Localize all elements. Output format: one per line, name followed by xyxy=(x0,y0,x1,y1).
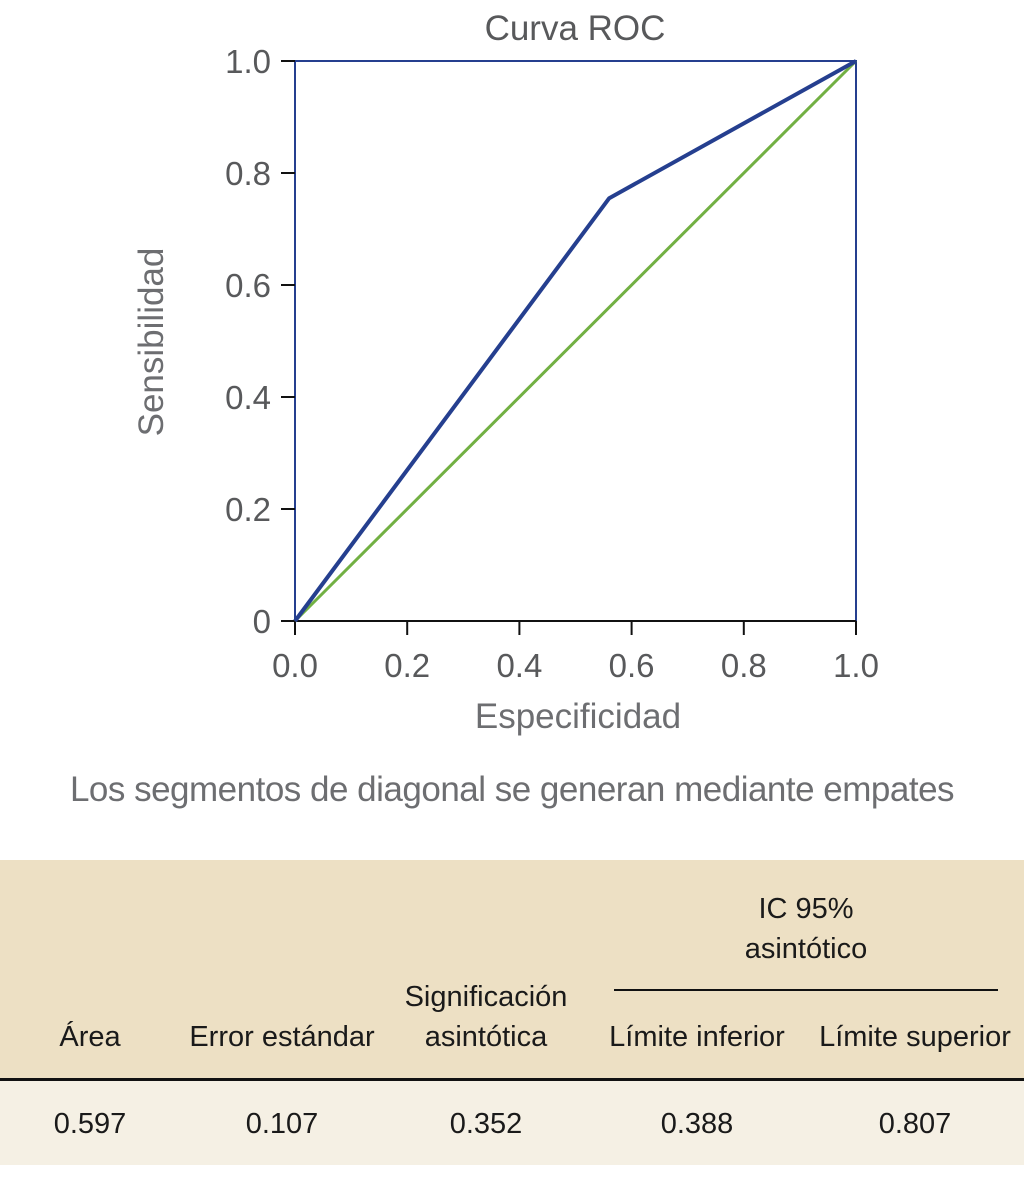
x-axis-label: Especificidad xyxy=(475,697,681,736)
x-tick-label: 0.8 xyxy=(721,647,767,684)
table-header: IC 95% asintótico Área Error estándar Si… xyxy=(0,860,1024,1081)
ci-header-rule xyxy=(614,989,998,991)
value-std-error: 0.107 xyxy=(245,1108,319,1140)
y-tick-label: 0.8 xyxy=(225,155,271,192)
x-tick-label: 0.2 xyxy=(384,647,430,684)
value-lower-limit: 0.388 xyxy=(660,1108,734,1140)
header-significance-line2: asintótica xyxy=(424,1021,548,1053)
value-upper-limit: 0.807 xyxy=(878,1108,952,1140)
x-tick-label: 0.0 xyxy=(272,647,318,684)
chart-caption: Los segmentos de diagonal se generan med… xyxy=(69,770,955,809)
reference-diagonal-line xyxy=(293,59,858,623)
header-area: Área xyxy=(59,1021,121,1053)
y-tick-label: 0.4 xyxy=(225,379,271,416)
header-std-error: Error estándar xyxy=(189,1021,375,1053)
value-significance: 0.352 xyxy=(449,1108,523,1140)
ci-header-line2: asintótico xyxy=(744,933,868,965)
y-tick-label: 0.6 xyxy=(225,267,271,304)
roc-curve-line xyxy=(293,59,857,623)
chart-title: Curva ROC xyxy=(485,9,666,48)
header-upper-limit: Límite superior xyxy=(819,1021,1011,1053)
plot-area: 0 0.2 0.4 0.6 0.8 1.0 0.0 0.2 0.4 0.6 0.8 1.0 xyxy=(225,43,879,684)
value-area: 0.597 xyxy=(53,1108,127,1140)
x-tick-label: 0.6 xyxy=(609,647,655,684)
statistics-table: IC 95% asintótico Área Error estándar Si… xyxy=(0,860,1024,1165)
y-tick-label: 0 xyxy=(253,603,271,640)
x-tick-label: 1.0 xyxy=(833,647,879,684)
y-axis-label: Sensibilidad xyxy=(132,248,171,437)
ci-header-line1: IC 95% xyxy=(758,893,854,925)
header-lower-limit: Límite inferior xyxy=(609,1021,785,1053)
roc-chart: Curva ROC Sensibilidad Especificidad 00.… xyxy=(132,9,879,736)
x-tick-label: 0.4 xyxy=(496,647,542,684)
table-row: 0.597 0.107 0.352 0.388 0.807 xyxy=(0,1081,1024,1165)
header-significance-line1: Significación xyxy=(404,981,568,1013)
y-tick-label: 0.2 xyxy=(225,491,271,528)
y-tick-label: 1.0 xyxy=(225,43,271,80)
